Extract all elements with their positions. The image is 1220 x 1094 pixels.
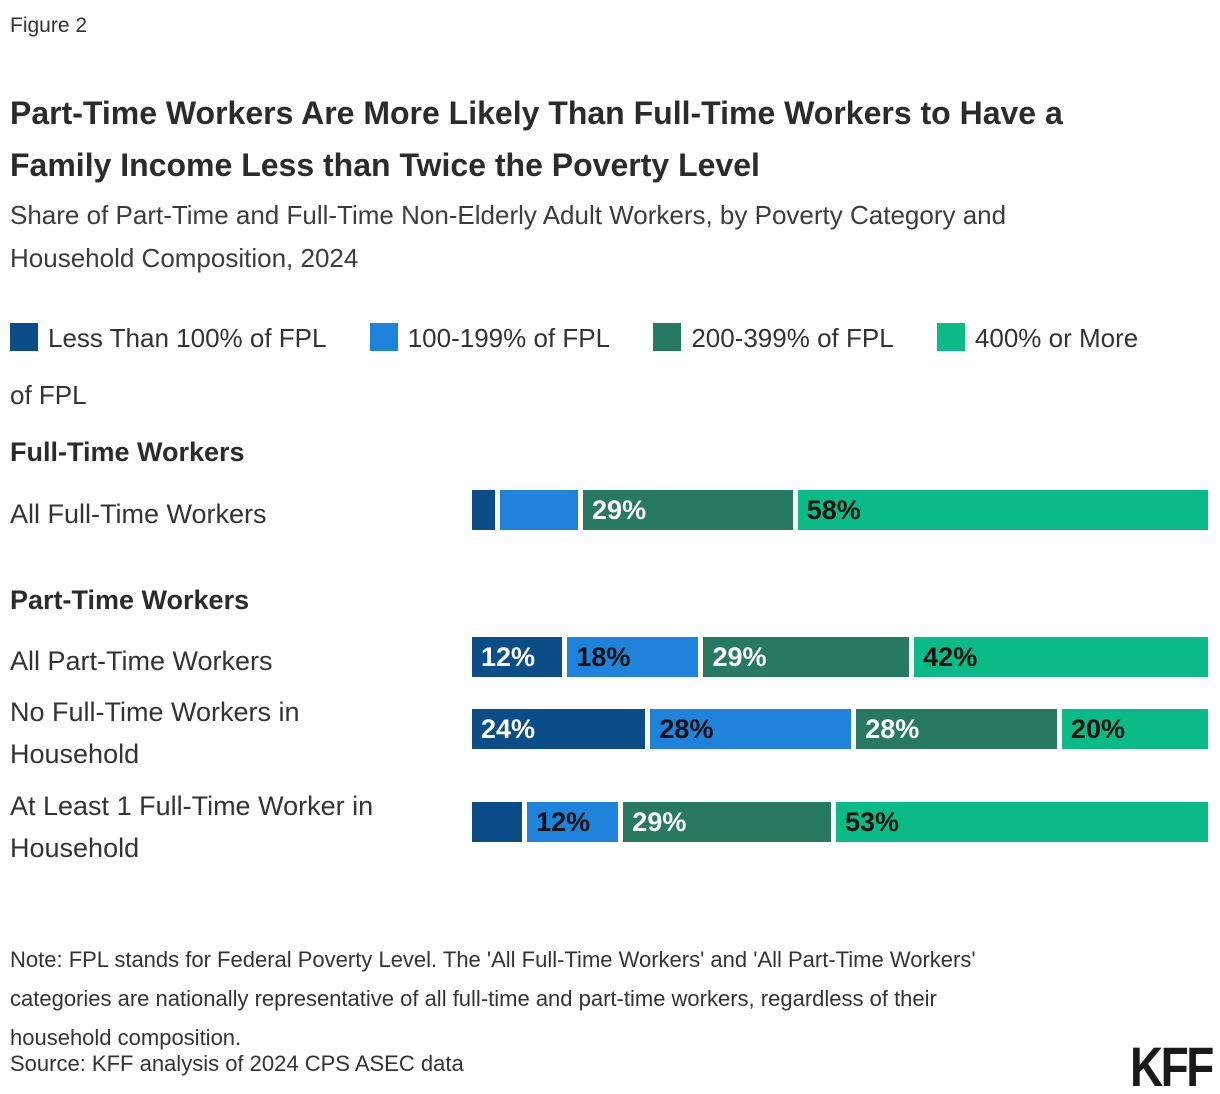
legend-swatch-200-399-icon (653, 323, 682, 351)
bar-segment: 29% (583, 490, 793, 530)
bar-segment (499, 490, 579, 530)
note-text: Note: FPL stands for Federal Poverty Lev… (10, 947, 976, 1050)
legend-swatch-400-or-more-icon (936, 323, 965, 351)
source-text: Source: KFF analysis of 2024 CPS ASEC da… (10, 1051, 464, 1076)
legend: Less Than 100% of FPL 100-199% of FPL 20… (10, 310, 1165, 424)
row-label-all-part-time: All Part-Time Workers (10, 646, 273, 676)
bar-row-at-least-1-full-time: 12% 29% 53% (472, 802, 1208, 842)
legend-item-200-399: 200-399% of FPL (653, 323, 894, 353)
bar-segment: 18% (567, 637, 699, 677)
chart-subtitle: Share of Part-Time and Full-Time Non-Eld… (10, 200, 1007, 273)
row-label-at-least-1-full-time: At Least 1 Full-Time Worker in Household (10, 791, 374, 863)
legend-label: 400% or More of FPL (10, 323, 1139, 410)
bar-segment: 53% (835, 802, 1208, 842)
bar-segment: 29% (703, 637, 910, 677)
row-label-all-full-time: All Full-Time Workers (10, 499, 267, 529)
chart-title: Part-Time Workers Are More Likely Than F… (10, 95, 1063, 184)
legend-label: 200-399% of FPL (691, 323, 894, 353)
bar-row-no-full-time-in-household: 24% 28% 28% 20% (472, 709, 1208, 749)
bar-row-all-part-time: 12% 18% 29% 42% (472, 637, 1208, 677)
bar-segment: 29% (623, 802, 831, 842)
figure-label: Figure 2 (10, 14, 88, 37)
legend-swatch-less-than-100-icon (10, 323, 38, 351)
bar-segment: 58% (797, 490, 1208, 530)
bar-segment: 28% (856, 709, 1057, 749)
legend-swatch-100-199-icon (369, 323, 398, 351)
bar-segment: 12% (472, 637, 563, 677)
legend-item-100-199: 100-199% of FPL (369, 323, 611, 353)
bar-row-all-full-time: 29% 58% (472, 490, 1208, 530)
bar-segment: 12% (527, 802, 619, 842)
bar-segment: 24% (472, 709, 646, 749)
kff-logo: KFF (1130, 1035, 1214, 1094)
bar-segment (472, 802, 523, 842)
legend-label: 100-199% of FPL (407, 323, 611, 353)
legend-item-less-than-100: Less Than 100% of FPL (10, 323, 326, 353)
section-heading-full-time: Full-Time Workers (10, 437, 245, 467)
bar-segment (472, 490, 495, 530)
legend-label: Less Than 100% of FPL (48, 323, 327, 353)
bar-segment: 28% (650, 709, 852, 749)
legend-item-400-or-more: 400% or More of FPL (10, 323, 1138, 410)
bar-segment: 42% (914, 637, 1208, 677)
row-label-no-full-time-in-household: No Full-Time Workers in Household (10, 697, 300, 769)
bar-segment: 20% (1062, 709, 1208, 749)
section-heading-part-time: Part-Time Workers (10, 585, 250, 615)
